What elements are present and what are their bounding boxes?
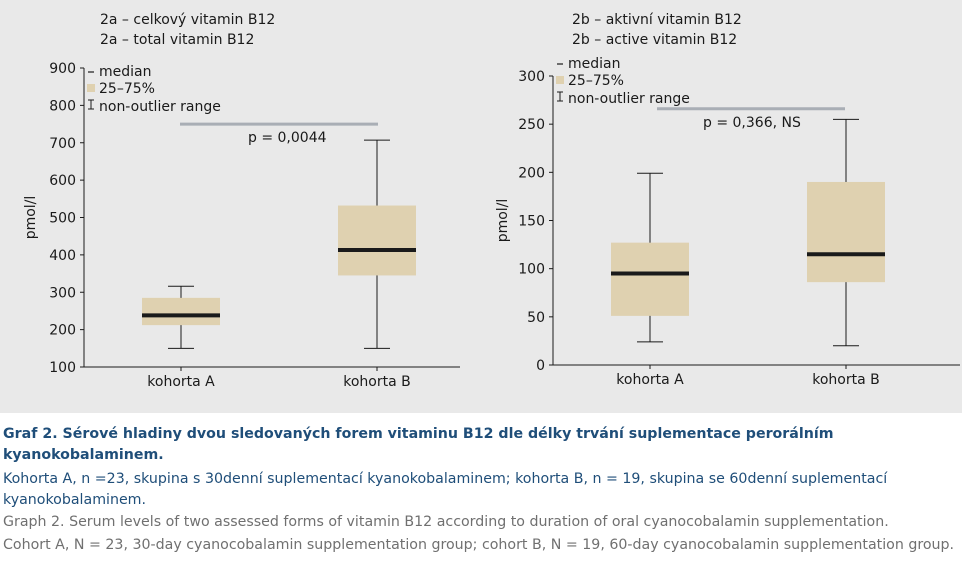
panel-a-y-tick-label: 800: [49, 98, 76, 114]
box-plot-figure: 2a – celkový vitamin B12 2a – total vitam…: [23, 12, 960, 390]
caption-title: Graf 2. Sérové hladiny dvou sledovaných …: [3, 426, 834, 463]
panel-a-legend-median-label: median: [99, 64, 151, 80]
panel-a-y-tick-label: 900: [49, 61, 76, 77]
panel-a-y-tick-label: 200: [49, 323, 76, 339]
chart-panel-background: [0, 0, 962, 413]
panel-b-subtitle: 2b – active vitamin B12: [572, 32, 737, 48]
caption-czech-description: Kohorta A, n =23, skupina s 30denní supl…: [3, 471, 888, 508]
caption-english-description: Cohort A, N = 23, 30-day cyanocobalamin …: [3, 537, 955, 553]
panel-b-y-tick-label: 50: [527, 310, 545, 326]
panel-a-y-tick-label: 500: [49, 211, 76, 227]
panel-b-y-axis-label: pmol/l: [495, 199, 511, 243]
panel-b-legend-iqr-swatch: [556, 76, 564, 84]
panel-b-x-tick-label: kohorta B: [812, 372, 880, 388]
panel-b-y-tick-label: 0: [536, 358, 545, 374]
panel-b-y-tick-label: 250: [518, 117, 545, 133]
panel-a-subtitle: 2a – total vitamin B12: [100, 32, 254, 48]
panel-a-y-tick-label: 300: [49, 285, 76, 301]
panel-b-y-tick-label: 100: [518, 262, 545, 278]
caption-english-title: Graph 2. Serum levels of two assessed fo…: [3, 514, 889, 530]
panel-b-box-a-iqr: [611, 242, 689, 316]
panel-b-title: 2b – aktivní vitamin B12: [572, 12, 742, 28]
panel-a-y-tick-label: 400: [49, 248, 76, 264]
panel-a-box-a-iqr: [142, 297, 220, 326]
panel-b-y-tick-label: 150: [518, 214, 545, 230]
panel-a-p-value-label: p = 0,0044: [248, 130, 327, 146]
panel-a-legend-iqr-label: 25–75%: [99, 81, 155, 97]
panel-b-y-tick-label: 200: [518, 165, 545, 181]
panel-a-x-tick-label: kohorta B: [343, 374, 411, 390]
panel-b-y-tick-label: 300: [518, 69, 545, 85]
panel-a-box-b-iqr: [338, 205, 416, 276]
panel-a-title: 2a – celkový vitamin B12: [100, 12, 275, 28]
panel-a-y-tick-label: 600: [49, 173, 76, 189]
panel-b-legend-range-label: non-outlier range: [568, 91, 690, 107]
panel-b-x-tick-label: kohorta A: [616, 372, 684, 388]
panel-b-box-b-iqr: [807, 181, 885, 283]
panel-a-y-tick-label: 700: [49, 136, 76, 152]
panel-a-x-tick-label: kohorta A: [147, 374, 215, 390]
panel-b-p-value-label: p = 0,366, NS: [703, 115, 801, 131]
panel-a-y-axis-label: pmol/l: [23, 196, 39, 240]
panel-b-legend-median-label: median: [568, 56, 620, 72]
panel-a-legend-range-label: non-outlier range: [99, 99, 221, 115]
panel-a-y-tick-label: 100: [49, 360, 76, 376]
panel-b-legend-iqr-label: 25–75%: [568, 73, 624, 89]
panel-a-legend-iqr-swatch: [87, 84, 95, 92]
